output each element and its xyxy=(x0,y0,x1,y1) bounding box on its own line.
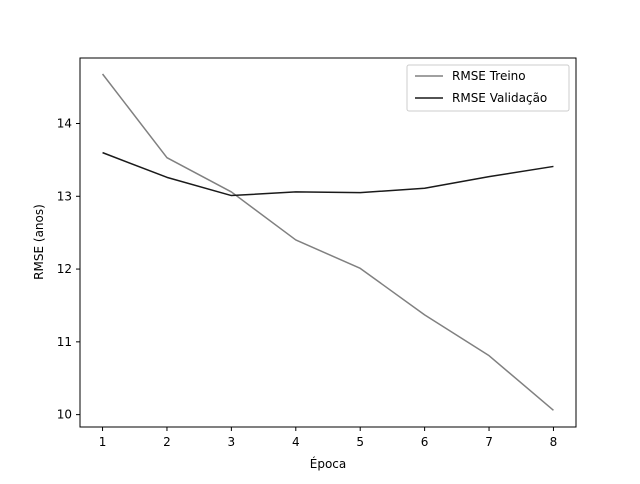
x-tick-label: 4 xyxy=(292,435,300,449)
y-tick-label: 12 xyxy=(57,262,72,276)
x-tick-label: 1 xyxy=(99,435,107,449)
x-tick-label: 5 xyxy=(356,435,364,449)
y-tick-label: 11 xyxy=(57,335,72,349)
y-tick-label: 14 xyxy=(57,117,72,131)
y-axis-label: RMSE (anos) xyxy=(32,204,46,280)
y-axis: 10 11 12 13 14 xyxy=(57,117,80,422)
x-tick-label: 7 xyxy=(485,435,493,449)
x-tick-label: 2 xyxy=(163,435,171,449)
series-line-rmse-validacao xyxy=(102,151,554,197)
y-tick-label: 10 xyxy=(57,408,72,422)
y-tick-label: 13 xyxy=(57,189,72,203)
legend-box xyxy=(406,64,570,112)
x-tick-label: 3 xyxy=(228,435,236,449)
x-axis: 1 2 3 4 5 6 7 8 xyxy=(99,427,558,449)
x-tick-label: 6 xyxy=(421,435,429,449)
series-layer xyxy=(101,73,554,411)
legend-label-validacao: RMSE Validação xyxy=(452,91,547,105)
legend-label-treino: RMSE Treino xyxy=(452,69,526,83)
legend: RMSE Treino RMSE Validação xyxy=(406,64,570,112)
x-axis-label: Época xyxy=(310,456,347,471)
x-tick-label: 8 xyxy=(550,435,558,449)
plot-frame xyxy=(79,57,577,428)
series-line-rmse-treino xyxy=(101,73,554,411)
